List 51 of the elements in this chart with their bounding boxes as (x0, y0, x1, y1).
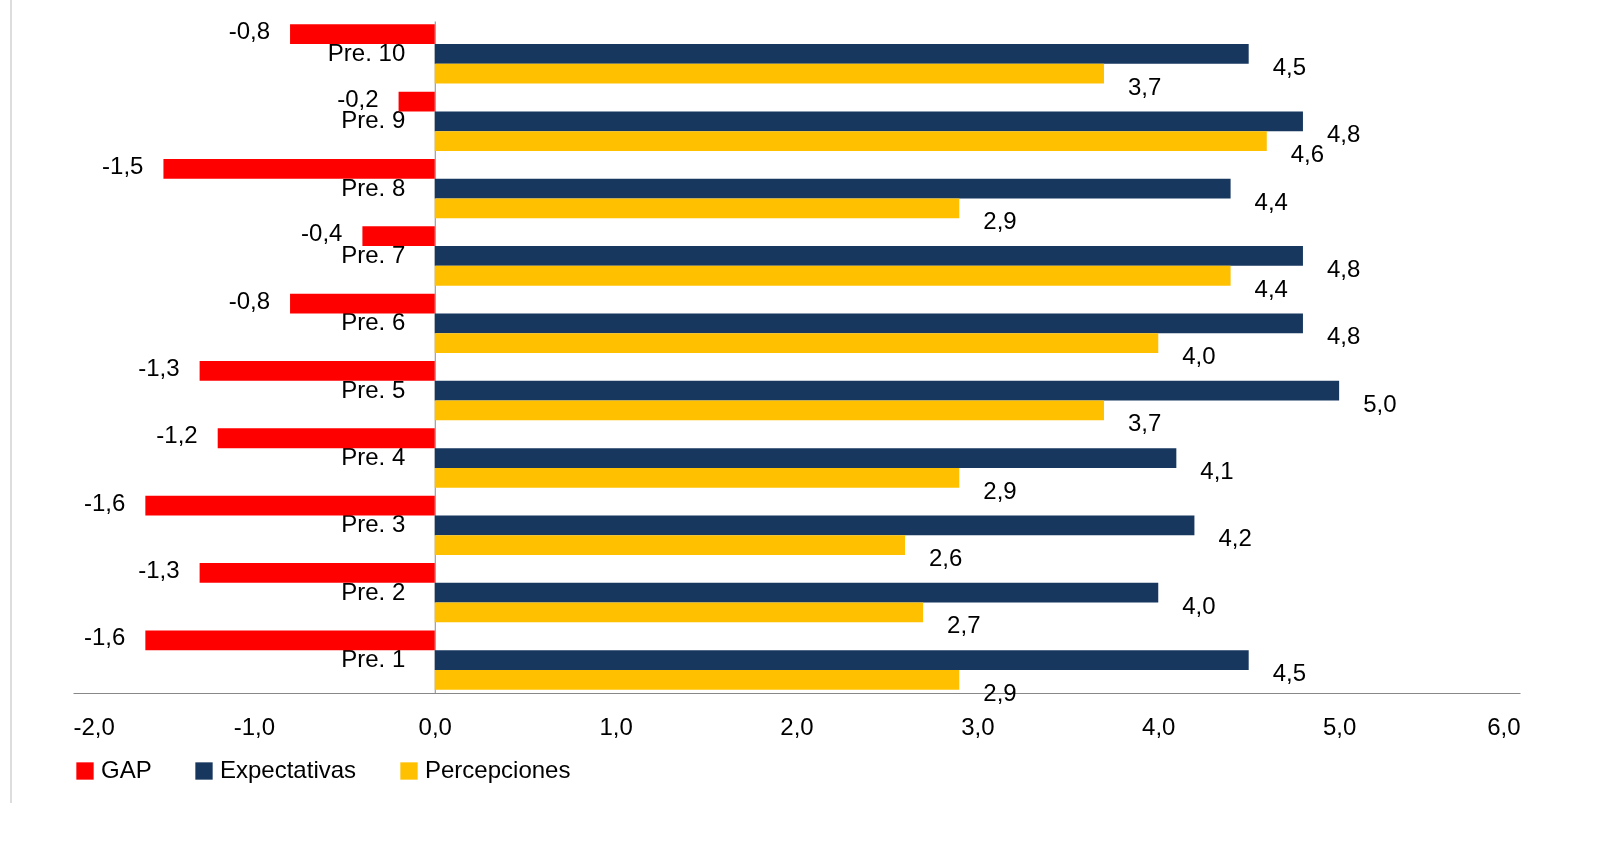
x-tick-label: 0,0 (418, 712, 452, 740)
y-tick-label: Pre. 8 (341, 173, 406, 201)
data-label: -0,8 (228, 286, 271, 314)
legend-label: Expectativas (220, 756, 357, 783)
data-label: 3,7 (1127, 72, 1162, 100)
y-tick-label: Pre. 5 (341, 375, 406, 403)
data-label: 4,4 (1254, 274, 1288, 302)
data-label: 2,6 (929, 544, 963, 572)
data-label: 4,5 (1272, 52, 1307, 80)
x-tick-label: 2,0 (780, 712, 814, 740)
data-label: 4,5 (1272, 659, 1307, 687)
data-label: -1,2 (156, 421, 198, 449)
data-label: -1,5 (102, 151, 144, 179)
data-label: 3,7 (1127, 409, 1162, 437)
x-tick-label: 1,0 (599, 712, 633, 740)
x-tick-label: -2,0 (73, 712, 115, 740)
y-tick-label: Pre. 3 (341, 510, 406, 538)
data-label: -0,2 (337, 84, 379, 112)
data-label: 5,0 (1363, 389, 1397, 417)
data-label: 4,0 (1182, 342, 1216, 370)
data-label: 2,9 (983, 207, 1017, 235)
data-label: -1,6 (83, 488, 126, 516)
y-tick-label: Pre. 7 (341, 241, 406, 268)
y-tick-label: Pre. 1 (341, 645, 406, 673)
x-tick-label: -1,0 (233, 712, 276, 740)
data-label: 2,7 (947, 611, 981, 639)
data-label: -1,6 (83, 623, 126, 651)
data-label: 2,9 (983, 476, 1017, 504)
data-label: 4,6 (1290, 140, 1325, 168)
data-label: -0,8 (228, 17, 271, 45)
x-tick-label: 6,0 (1487, 712, 1521, 740)
data-label: 4,8 (1326, 255, 1361, 282)
legend-label: GAP (101, 756, 152, 783)
x-tick-label: 4,0 (1142, 712, 1176, 740)
data-label: 4,8 (1326, 322, 1361, 350)
y-tick-label: Pre. 6 (341, 308, 406, 336)
data-label: 4,0 (1182, 591, 1216, 619)
data-label: 4,8 (1326, 120, 1361, 148)
data-label: -1,3 (138, 555, 180, 583)
data-label: 4,1 (1200, 457, 1234, 484)
y-tick-label: Pre. 2 (341, 577, 406, 605)
data-label: 4,2 (1218, 524, 1252, 552)
data-label: 4,4 (1254, 187, 1288, 215)
x-tick-label: 3,0 (961, 712, 995, 740)
data-label: -0,4 (301, 219, 343, 247)
y-tick-label: Pre. 10 (327, 38, 406, 66)
y-tick-label: Pre. 4 (341, 443, 406, 470)
data-label: -1,3 (138, 353, 180, 381)
legend-label: Percepciones (425, 756, 571, 783)
data-label: 2,9 (983, 678, 1017, 706)
x-tick-label: 5,0 (1322, 712, 1357, 740)
